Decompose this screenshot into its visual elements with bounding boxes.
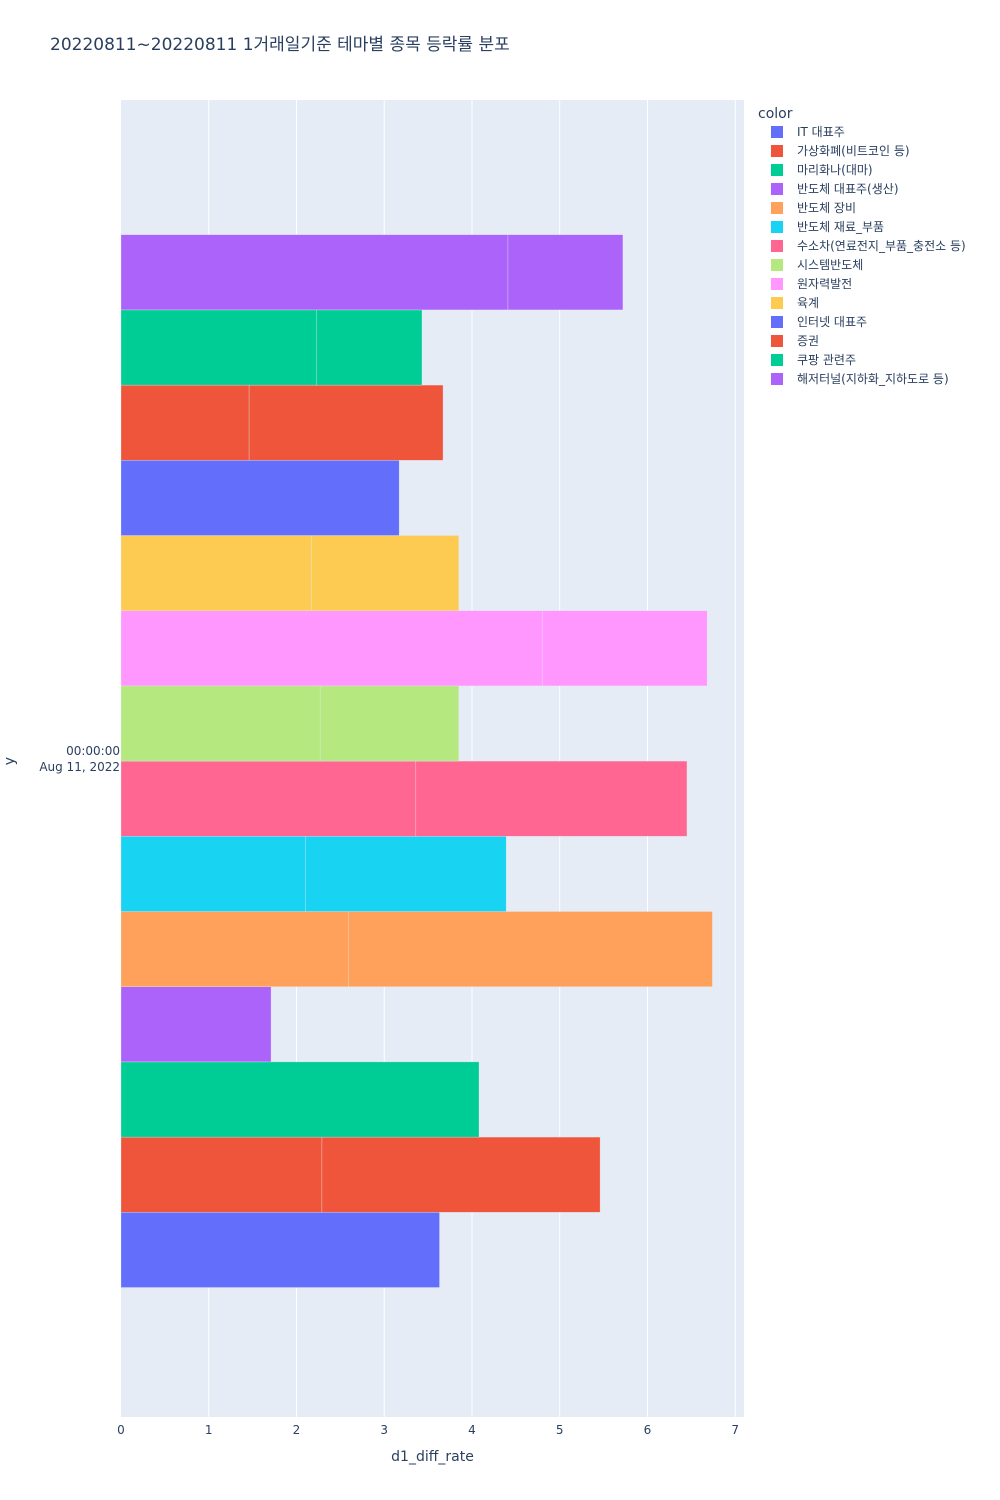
legend-swatch	[771, 259, 783, 271]
bar-segment[interactable]	[120, 309, 317, 386]
y-tick-label-time: 00:00:00	[66, 744, 120, 758]
x-tick-label: 3	[380, 1423, 388, 1437]
x-tick-label: 0	[117, 1423, 125, 1437]
legend-label: 해저터널(지하화_지하도로 등)	[797, 372, 949, 386]
legend-swatch	[771, 316, 783, 328]
legend-label: 원자력발전	[797, 277, 852, 291]
y-axis-title: y	[2, 757, 18, 765]
legend-swatch	[771, 221, 783, 233]
bar-segment[interactable]	[311, 535, 460, 611]
legend-swatch	[771, 183, 783, 195]
bar-segment[interactable]	[120, 911, 349, 987]
x-tick-label: 1	[205, 1423, 213, 1437]
bar-segment[interactable]	[348, 911, 713, 987]
bar-segment[interactable]	[120, 1136, 323, 1213]
legend-item[interactable]: 수소차(연료전지_부품_충전소 등)	[771, 239, 966, 253]
legend-swatch	[771, 373, 783, 385]
chart-title: 20220811~20220811 1거래일기준 테마별 종목 등락률 분포	[50, 35, 510, 55]
bar-segment[interactable]	[120, 1061, 480, 1138]
legend-label: 반도체 재료_부품	[797, 220, 884, 234]
bar-segment[interactable]	[305, 836, 507, 912]
legend-swatch	[771, 335, 783, 347]
legend-label: IT 대표주	[797, 125, 845, 139]
legend-title: color	[758, 106, 793, 122]
legend-swatch	[771, 145, 783, 157]
bar-segment[interactable]	[120, 685, 321, 762]
legend-label: 시스템반도체	[797, 258, 863, 272]
legend-label: 육계	[797, 296, 819, 310]
x-tick-label: 5	[556, 1423, 564, 1437]
x-axis-title: d1_diff_rate	[391, 1449, 474, 1465]
legend-label: 인터넷 대표주	[797, 315, 867, 329]
bar-segment[interactable]	[120, 384, 250, 461]
legend-label: 수소차(연료전지_부품_충전소 등)	[797, 239, 966, 253]
legend-swatch	[771, 278, 783, 290]
bar-segment[interactable]	[120, 1212, 440, 1288]
legend-item[interactable]: 반도체 재료_부품	[771, 220, 884, 234]
legend-item[interactable]: 증권	[771, 334, 819, 348]
bars	[120, 234, 713, 1288]
bar-segment[interactable]	[248, 384, 444, 461]
legend-swatch	[771, 297, 783, 309]
bar-segment[interactable]	[120, 234, 509, 311]
legend-item[interactable]: 반도체 장비	[771, 201, 856, 215]
bar-segment[interactable]	[507, 234, 624, 311]
bar-segment[interactable]	[541, 610, 708, 687]
legend-item[interactable]: 원자력발전	[771, 277, 852, 291]
x-tick-label: 2	[293, 1423, 301, 1437]
legend-item[interactable]: 반도체 대표주(생산)	[771, 182, 899, 196]
bar-segment[interactable]	[120, 535, 312, 611]
legend-label: 증권	[797, 334, 819, 348]
legend-item[interactable]: 가상화폐(비트코인 등)	[771, 144, 910, 158]
legend-item[interactable]: 마리화나(대마)	[771, 163, 873, 177]
legend-item[interactable]: 인터넷 대표주	[771, 315, 867, 329]
legend-label: 마리화나(대마)	[797, 163, 873, 177]
legend-swatch	[771, 202, 783, 214]
legend-item[interactable]: 시스템반도체	[771, 258, 863, 272]
bar-segment[interactable]	[120, 460, 400, 536]
legend-label: 가상화폐(비트코인 등)	[797, 144, 910, 158]
legend-label: 쿠팡 관련주	[797, 353, 856, 367]
legend-swatch	[771, 164, 783, 176]
legend-item[interactable]: IT 대표주	[771, 125, 845, 139]
bar-segment[interactable]	[321, 1136, 601, 1213]
legend-swatch	[771, 126, 783, 138]
legend-item[interactable]: 육계	[771, 296, 819, 310]
legend-swatch	[771, 240, 783, 252]
bar-segment[interactable]	[120, 986, 272, 1063]
bar-segment[interactable]	[120, 836, 306, 912]
bar-segment[interactable]	[415, 760, 688, 837]
legend-label: 반도체 장비	[797, 201, 856, 215]
legend-swatch	[771, 354, 783, 366]
x-tick-label: 7	[731, 1423, 739, 1437]
legend-item[interactable]: 해저터널(지하화_지하도로 등)	[771, 372, 949, 386]
bar-segment[interactable]	[120, 610, 543, 687]
y-tick-label-date: Aug 11, 2022	[39, 760, 120, 774]
legend-item[interactable]: 쿠팡 관련주	[771, 353, 856, 367]
x-tick-label: 6	[644, 1423, 652, 1437]
x-tick-labels: 0 1 2 3 4 5 6 7	[117, 1423, 739, 1437]
bar-segment[interactable]	[319, 685, 460, 762]
bar-segment[interactable]	[120, 760, 417, 837]
bar-segment[interactable]	[316, 309, 423, 386]
legend-label: 반도체 대표주(생산)	[797, 182, 899, 196]
x-tick-label: 4	[468, 1423, 476, 1437]
